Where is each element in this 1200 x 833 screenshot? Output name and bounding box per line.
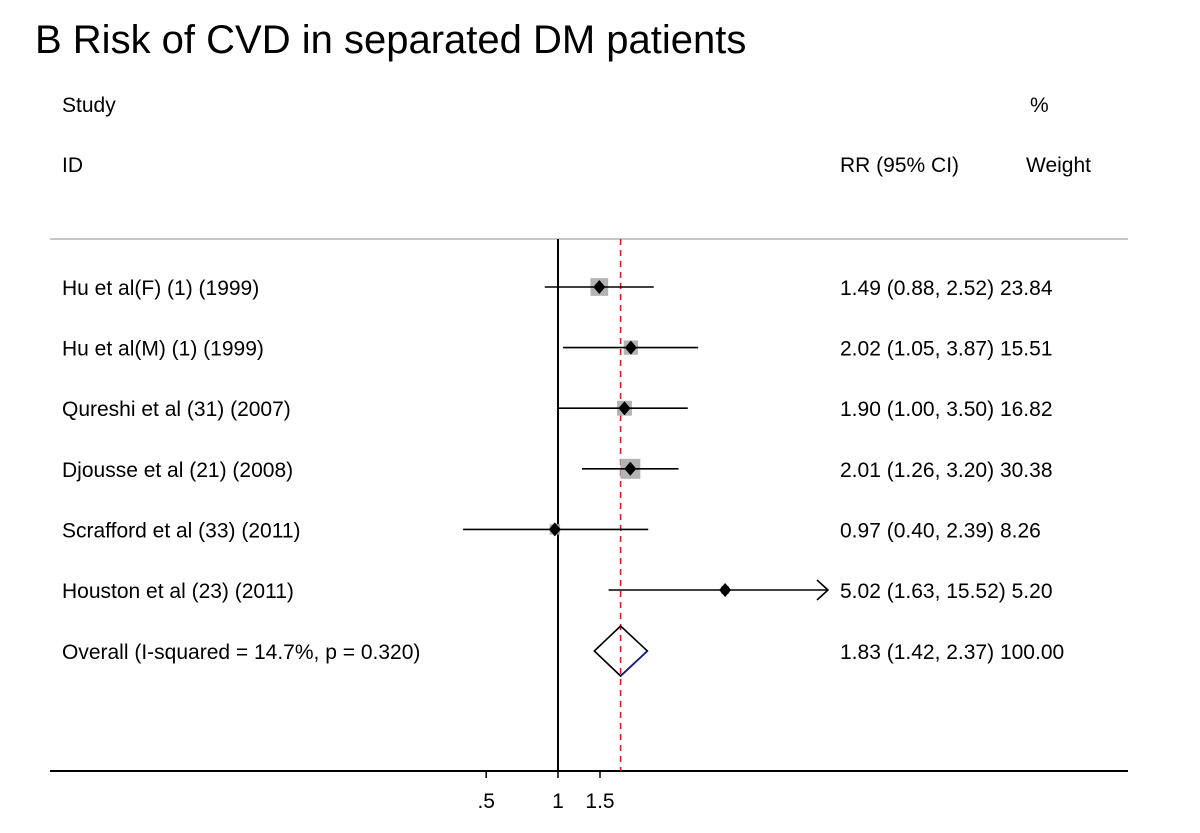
study-label: Scrafford et al (33) (2011) [62,519,301,542]
overall-diamond-edge [619,650,648,677]
header-weight: Weight [1026,154,1091,177]
study-estimate: 2.02 (1.05, 3.87) 15.51 [840,338,1053,361]
study-estimate: 5.02 (1.63, 15.52) 5.20 [840,580,1053,603]
x-tick-label: .5 [477,790,495,813]
study-estimate: 1.49 (0.88, 2.52) 23.84 [840,277,1053,300]
study-label: Qureshi et al (31) (2007) [62,398,291,421]
study-estimate: 2.01 (1.26, 3.20) 30.38 [840,459,1053,482]
header-id: ID [62,154,83,177]
study-estimate: 1.90 (1.00, 3.50) 16.82 [840,398,1053,421]
point-estimate [624,340,637,355]
header-estimate: RR (95% CI) [840,154,959,177]
study-label: Hu et al(F) (1) (1999) [62,277,259,300]
point-estimate [618,401,631,416]
header-weight-percent: % [1030,94,1049,117]
point-estimate [719,583,732,597]
study-label: Houston et al (23) (2011) [62,580,294,603]
overall-estimate: 1.83 (1.42, 2.37) 100.00 [840,641,1064,664]
study-label: Djousse et al (21) (2008) [62,459,293,482]
chart-title: B Risk of CVD in separated DM patients [35,18,746,62]
ci-arrow [816,579,830,601]
x-tick-label: 1.5 [585,790,614,813]
point-estimate [624,461,637,476]
study-estimate: 0.97 (0.40, 2.39) 8.26 [840,519,1041,542]
forest-marks: Hu et al(F) (1) (1999) 1.49 (0.88, 2.52) … [62,239,1064,771]
point-estimate [593,280,606,294]
overall-label: Overall (I-squared = 14.7%, p = 0.320) [62,641,420,664]
header-study: Study [62,94,116,117]
point-estimate [548,522,561,537]
x-tick-label: 1 [552,790,564,813]
study-label: Hu et al(M) (1) (1999) [62,338,264,361]
x-ticks: .5 1 1.5 [477,771,615,813]
